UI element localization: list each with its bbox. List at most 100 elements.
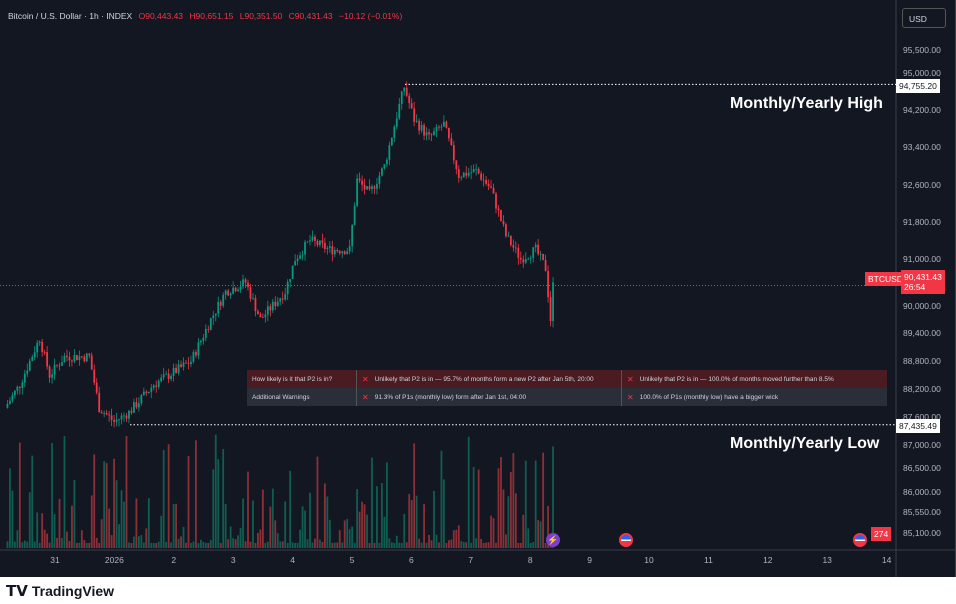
volume-bar [120,490,123,548]
candle [482,179,485,181]
candle [46,351,49,367]
us-flag-event-icon[interactable] [619,533,633,547]
candle [286,282,289,295]
volume-bar [123,501,125,548]
volume-bar [467,436,470,548]
tv-logo-icon: 𝗧𝗩 [6,583,28,600]
candle [420,125,423,131]
volume-bar [410,499,413,548]
candle [366,186,368,190]
candle [113,419,115,422]
volume-bar [48,542,51,548]
volume-bar [316,456,319,548]
volume-bar [475,538,478,548]
candle [284,294,287,300]
volume-bar [254,542,257,548]
volume-bar [103,461,106,548]
volume-bar [204,542,207,548]
candle [509,235,512,246]
lightning-event-icon[interactable]: ⚡ [546,533,560,547]
volume-bar [237,535,239,548]
candle [48,366,51,378]
volume-bar [366,514,368,548]
candle [125,415,128,419]
us-flag-event-icon[interactable] [853,533,867,547]
volume-bar [497,468,500,548]
volume-bar [75,542,78,548]
candle [259,314,262,318]
candle [368,186,371,190]
candle [542,253,545,261]
price-chart[interactable] [0,0,956,577]
candle [455,160,458,170]
volume-bar [381,483,383,548]
candle [462,172,465,178]
currency-button[interactable]: USD [902,8,946,28]
candle [180,364,182,367]
candle [219,301,222,306]
cross-icon: ✕ [627,374,634,384]
price-tick: 88,200.00 [903,384,941,395]
candle [157,381,160,387]
candle [430,134,433,136]
candle [351,225,354,247]
candle [71,360,73,362]
volume-bar [385,462,388,548]
volume-bar [26,541,29,548]
candle [480,173,483,180]
time-tick: 9 [587,555,592,565]
candle [440,126,443,128]
candle [314,236,316,241]
volume-bar [264,542,267,548]
volume-bar [58,498,61,548]
candle [53,364,56,375]
volume-bar [457,525,460,548]
volume-bar [98,542,101,548]
symbol-legend: Bitcoin / U.S. Dollar · 1h · INDEX O90,4… [8,11,402,21]
candle [514,247,517,249]
volume-bar [435,534,438,548]
time-tick: 13 [822,555,832,565]
volume-bar [306,539,309,548]
candle [83,356,86,362]
volume-bar [266,541,269,548]
candle [31,357,34,361]
candle [512,245,515,248]
volume-bar [276,533,279,548]
volume-bar [309,492,311,548]
volume-bar [514,493,517,548]
candle [438,126,440,128]
volume-bar [472,467,475,548]
volume-bar [450,539,453,548]
tradingview-logo[interactable]: 𝗧𝗩 TradingView [6,582,114,600]
volume-bar [460,541,463,548]
volume-bar [207,543,210,548]
candle [328,246,331,248]
low-level-label: Monthly/Yearly Low [730,435,880,452]
volume-bar [517,542,520,548]
volume-bar [83,540,86,548]
candle [36,342,39,353]
candle [155,385,158,387]
candle [544,260,547,271]
volume-bar [16,530,19,548]
volume-bar [9,468,11,548]
time-tick: 31 [50,555,60,565]
time-tick: 2026 [104,555,124,565]
candle [51,374,53,378]
candle [190,361,192,365]
candle [118,419,120,421]
candle [207,329,210,330]
candle [152,385,155,388]
candle [343,251,346,255]
volume-bar [140,535,143,548]
volume-bar [455,529,458,548]
candle [549,297,552,321]
cross-icon: ✕ [627,392,634,402]
volume-bar [351,526,354,548]
candle [418,120,421,131]
volume-bar [187,456,190,548]
time-tick: 12 [763,555,773,565]
price-tick: 88,800.00 [903,356,941,367]
volume-bar [113,458,115,548]
